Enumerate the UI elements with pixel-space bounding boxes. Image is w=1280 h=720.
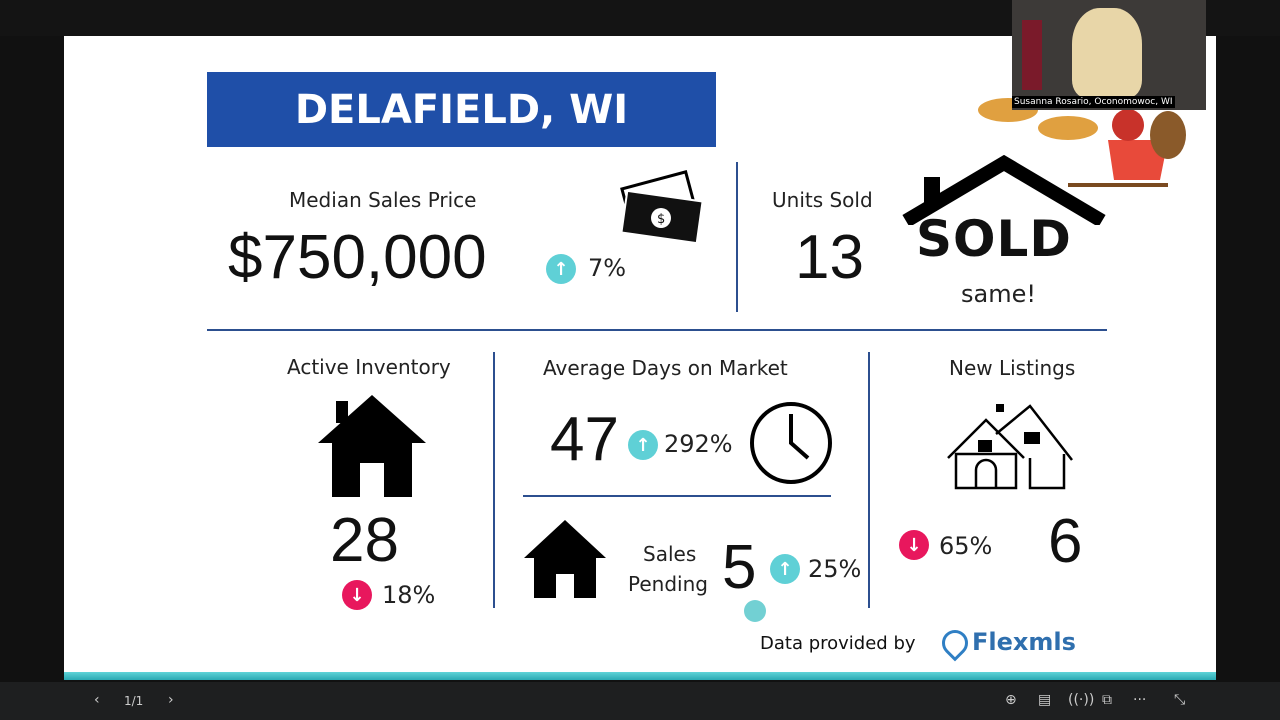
units-value: 13	[795, 223, 864, 292]
page-indicator: 1/1	[124, 694, 144, 708]
santa-sleigh-icon	[978, 98, 1186, 187]
svg-text:$: $	[657, 212, 665, 227]
dom-label: Average Days on Market	[543, 356, 788, 380]
pending-change: 25%	[808, 555, 862, 583]
divider	[868, 352, 870, 608]
new-listings-label: New Listings	[949, 356, 1076, 380]
tree-icon	[1022, 20, 1042, 90]
inventory-label: Active Inventory	[287, 355, 451, 379]
divider	[207, 329, 1107, 331]
clock-icon	[750, 402, 832, 484]
sold-badge: SOLD	[916, 210, 1072, 268]
participant-video: Susanna Rosario, Oconomowoc, WI	[1012, 0, 1206, 110]
arrow-down-icon: ↓	[899, 530, 929, 560]
flexmls-brand: Flexmls	[972, 628, 1076, 656]
median-label: Median Sales Price	[289, 188, 477, 212]
next-page-button[interactable]: ›	[168, 692, 174, 708]
divider	[523, 495, 831, 497]
house-roof-icon	[902, 155, 1106, 225]
new-listings-change: 65%	[939, 532, 993, 560]
arrow-up-icon: ↑	[628, 430, 658, 460]
slide-title: DELAFIELD, WI	[207, 72, 716, 147]
cursor-highlight	[744, 600, 766, 622]
house-icon	[524, 520, 606, 598]
zoom-icon[interactable]: ⊕	[1005, 692, 1017, 708]
prev-page-button[interactable]: ‹	[94, 692, 100, 708]
arrow-up-icon: ↑	[546, 254, 576, 284]
units-change: same!	[961, 280, 1036, 308]
arrow-up-icon: ↑	[770, 554, 800, 584]
units-label: Units Sold	[772, 188, 873, 212]
house-icon	[318, 395, 426, 497]
viewer-toolbar: ‹ 1/1 › ⊕ ▤ ((·)) ⧉ ··· ⤡	[0, 682, 1280, 720]
more-icon[interactable]: ···	[1133, 692, 1147, 708]
participant-face	[1072, 8, 1142, 98]
slide-footer-bar	[64, 672, 1216, 680]
arrow-down-icon: ↓	[342, 580, 372, 610]
broadcast-icon[interactable]: ((·))	[1068, 692, 1095, 708]
keyboard-icon[interactable]: ▤	[1038, 692, 1052, 708]
participant-name: Susanna Rosario, Oconomowoc, WI	[1012, 96, 1175, 108]
divider	[493, 352, 495, 608]
pending-label-line2: Pending	[628, 572, 708, 596]
inventory-change: 18%	[382, 581, 436, 609]
window-icon[interactable]: ⧉	[1102, 692, 1112, 708]
median-change: 7%	[588, 254, 627, 282]
houses-icon	[947, 404, 1073, 490]
dom-change: 292%	[664, 430, 733, 458]
data-provided-label: Data provided by	[760, 633, 916, 654]
pending-label-line1: Sales	[643, 542, 697, 566]
exit-fullscreen-icon[interactable]: ⤡	[1174, 692, 1186, 708]
median-value: $750,000	[228, 223, 487, 292]
money-icon: $	[620, 170, 704, 245]
divider	[736, 162, 738, 312]
pending-value: 5	[722, 533, 757, 602]
new-listings-value: 6	[1048, 507, 1083, 576]
dom-value: 47	[550, 405, 619, 474]
inventory-value: 28	[330, 506, 399, 575]
